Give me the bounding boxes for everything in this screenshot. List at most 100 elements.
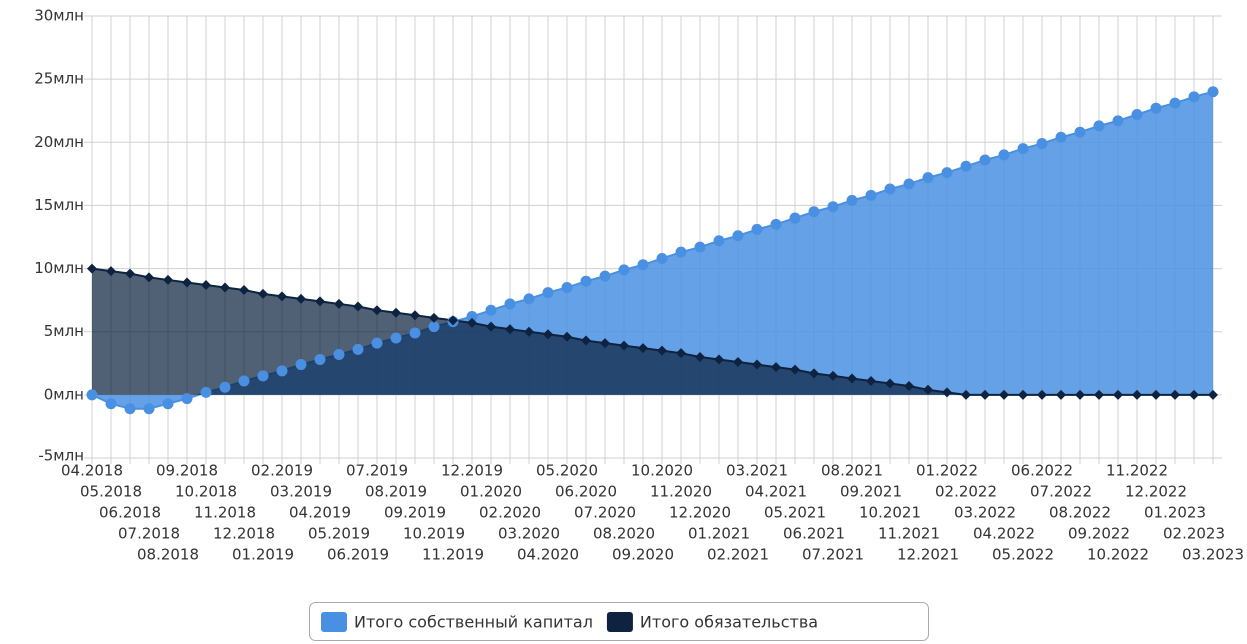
x-tick-label: 08.2021: [821, 462, 883, 480]
point: [1188, 91, 1200, 103]
point: [524, 326, 534, 337]
point: [751, 223, 763, 235]
x-tick-label: 05.2018: [80, 483, 142, 501]
point: [542, 287, 554, 299]
x-tick-label: 03.2021: [726, 462, 788, 480]
x-tick-label: 02.2021: [707, 546, 769, 564]
x-tick-label: 06.2020: [555, 483, 617, 501]
point: [808, 206, 820, 218]
y-tick-label: 0млн: [44, 385, 84, 403]
point: [295, 359, 307, 371]
point: [847, 373, 857, 384]
legend-swatch: [606, 612, 633, 632]
point: [770, 218, 782, 230]
point: [182, 277, 192, 288]
point: [467, 317, 477, 328]
y-tick-label: 5млн: [44, 322, 84, 340]
point: [827, 201, 839, 213]
x-tick-label: 12.2020: [669, 504, 731, 522]
point: [713, 235, 725, 247]
point: [809, 368, 819, 379]
x-tick-label: 10.2020: [631, 462, 693, 480]
point: [1132, 389, 1142, 400]
x-tick-label: 04.2018: [61, 462, 123, 480]
point: [884, 183, 896, 195]
point: [998, 149, 1010, 161]
x-tick-label: 07.2019: [346, 462, 408, 480]
x-tick-label: 10.2019: [403, 525, 465, 543]
point: [429, 312, 439, 323]
y-tick-label: 30млн: [34, 7, 84, 25]
point: [1055, 131, 1067, 143]
point: [333, 348, 345, 360]
point: [314, 353, 326, 365]
x-tick-label: 04.2022: [973, 525, 1035, 543]
x-tick-label: 06.2021: [783, 525, 845, 543]
point: [277, 291, 287, 302]
point: [543, 329, 553, 340]
point: [390, 332, 402, 344]
point: [618, 264, 630, 276]
point: [771, 362, 781, 373]
point: [1056, 389, 1066, 400]
point: [790, 364, 800, 375]
point: [181, 393, 193, 405]
x-tick-label: 04.2019: [289, 504, 351, 522]
point: [124, 403, 136, 415]
point: [86, 389, 98, 401]
point: [714, 354, 724, 365]
point: [922, 172, 934, 184]
point: [885, 378, 895, 389]
x-tick-label: 11.2022: [1106, 462, 1168, 480]
point: [599, 270, 611, 282]
point: [105, 398, 117, 410]
point: [561, 282, 573, 294]
x-tick-label: 10.2021: [859, 504, 921, 522]
point: [1018, 389, 1028, 400]
y-tick-label: 25млн: [34, 70, 84, 88]
x-tick-label: 01.2022: [916, 462, 978, 480]
point: [353, 301, 363, 312]
point: [979, 154, 991, 166]
legend: Итого собственный капитал Итого обязатель…: [309, 602, 929, 641]
point: [960, 160, 972, 172]
x-tick-label: 05.2022: [992, 546, 1054, 564]
x-tick-label: 04.2021: [745, 483, 807, 501]
x-tick-label: 09.2020: [612, 546, 674, 564]
point: [999, 389, 1009, 400]
point: [1207, 86, 1219, 98]
x-tick-label: 02.2023: [1163, 525, 1225, 543]
point: [752, 359, 762, 370]
point: [257, 370, 269, 382]
point: [600, 338, 610, 349]
x-tick-label: 09.2021: [840, 483, 902, 501]
point: [220, 282, 230, 293]
x-tick-label: 09.2022: [1068, 525, 1130, 543]
x-tick-label: 11.2020: [650, 483, 712, 501]
point: [315, 296, 325, 307]
point: [143, 403, 155, 415]
y-tick-label: 10млн: [34, 259, 84, 277]
point: [163, 274, 173, 285]
point: [201, 279, 211, 290]
point: [276, 365, 288, 377]
x-tick-label: 03.2023: [1182, 546, 1244, 564]
x-tick-label: 11.2019: [422, 546, 484, 564]
x-tick-label: 02.2019: [251, 462, 313, 480]
point: [562, 331, 572, 342]
point: [409, 327, 421, 339]
point: [504, 298, 516, 310]
point: [1169, 97, 1181, 109]
point: [637, 259, 649, 271]
point: [941, 167, 953, 179]
point: [1170, 389, 1180, 400]
point: [846, 194, 858, 206]
point: [523, 293, 535, 305]
point: [865, 189, 877, 201]
x-tick-label: 10.2022: [1087, 546, 1149, 564]
x-tick-label: 07.2020: [574, 504, 636, 522]
point: [144, 272, 154, 283]
point: [466, 311, 478, 323]
point: [866, 375, 876, 386]
